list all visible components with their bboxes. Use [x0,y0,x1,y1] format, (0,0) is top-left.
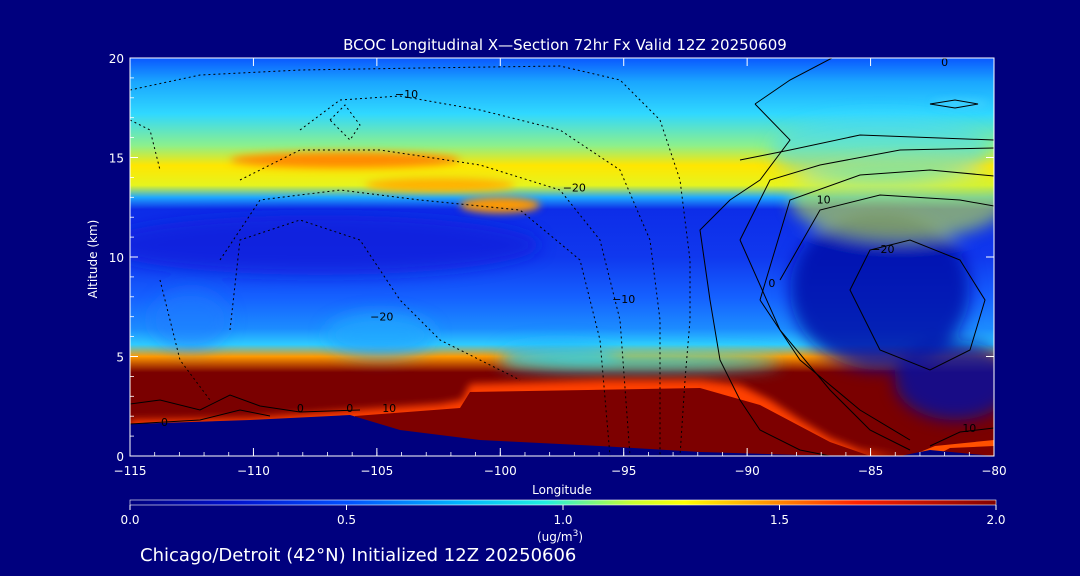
x-tick-label: −110 [237,464,270,478]
x-tick-label: −85 [858,464,883,478]
contour-label: 0 [297,402,304,415]
y-axis-label: Altitude (km) [86,220,100,299]
contour-label: 10 [962,422,976,435]
contour-label: 10 [382,402,396,415]
contour-label: 0 [768,277,775,290]
contour-lines [130,58,994,456]
colorbar-tick-label: 0.0 [120,513,139,527]
contour-label: 0 [346,402,353,415]
y-tick-label: 20 [109,52,124,66]
contour-label: 10 [817,193,831,206]
x-axis: −115 −110 −105 −100 −95 −90 −85 −80 [114,58,1007,478]
x-tick-label: −100 [484,464,517,478]
heatmap-field [130,58,994,456]
y-tick-label: 15 [109,152,124,166]
y-axis: 0 5 10 15 20 [109,52,994,464]
contour-label: 0 [161,416,168,429]
y-tick-label: 5 [116,351,124,365]
colorbar-tick-label: 1.0 [553,513,572,527]
colorbar-gradient [130,500,996,505]
chart-title: BCOC Longitudinal X—Section 72hr Fx Vali… [343,36,787,54]
colorbar: 0.0 0.5 1.0 1.5 2.0 (ug/m3) [120,499,1006,544]
chart-subtitle: Chicago/Detroit (42°N) Initialized 12Z 2… [140,545,576,566]
y-tick-label: 0 [116,450,124,464]
x-tick-label: −105 [360,464,393,478]
x-tick-label: −90 [734,464,759,478]
contour-label: −20 [871,243,894,256]
contour-label: 0 [941,56,948,69]
x-tick-label: −80 [981,464,1006,478]
y-tick-label: 10 [109,251,124,265]
contour-label: −20 [563,181,586,194]
colorbar-tick-label: 2.0 [986,513,1005,527]
contour-label: −10 [395,88,418,101]
x-tick-label: −115 [114,464,147,478]
contour-labels: 0 −10 −20 10 −20 0 −10 −20 0 0 0 10 10 [161,56,976,435]
colorbar-tick-label: 1.5 [770,513,789,527]
colorbar-unit: (ug/m3) [537,529,583,544]
x-axis-label: Longitude [532,483,592,497]
colorbar-tick-label: 0.5 [337,513,356,527]
x-tick-label: −95 [611,464,636,478]
contour-label: −10 [612,293,635,306]
contour-label: −20 [370,311,393,324]
